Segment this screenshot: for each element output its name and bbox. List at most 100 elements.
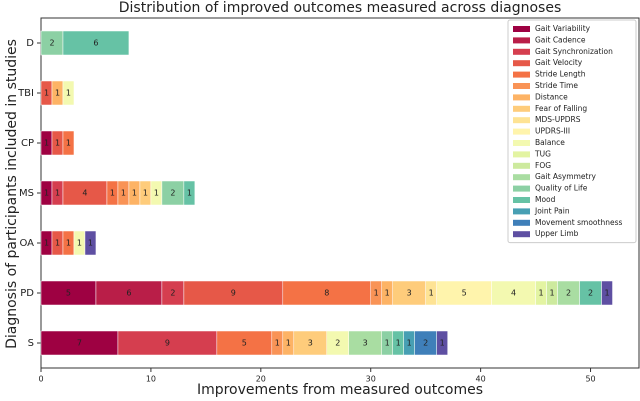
bar-value-label: 1: [44, 89, 49, 98]
bar-segment: [392, 280, 426, 306]
bar-value-label: 2: [170, 189, 175, 198]
bar-value-label: 4: [511, 289, 516, 298]
bar-value-label: 1: [286, 339, 291, 348]
bar-value-label: 2: [49, 39, 54, 48]
legend-label: TUG: [534, 149, 551, 158]
y-tick-label: D: [26, 38, 34, 49]
bar-segment: [601, 280, 613, 306]
legend-swatch: [513, 117, 530, 124]
legend-swatch: [513, 197, 530, 203]
bar-value-label: 9: [165, 339, 170, 348]
legend-label: Gait Variability: [535, 24, 591, 33]
bar-value-label: 1: [55, 189, 60, 198]
legend-label: UPDRS-III: [535, 127, 570, 136]
bar-value-label: 1: [374, 289, 379, 298]
legend-swatch: [513, 151, 530, 158]
bar-value-label: 1: [44, 239, 49, 248]
bar-segment: [348, 330, 382, 356]
bar-value-label: 1: [44, 189, 49, 198]
bar-value-label: 1: [88, 239, 93, 248]
bar-value-label: 1: [429, 289, 434, 298]
legend-swatch: [513, 83, 530, 89]
bar-value-label: 1: [275, 339, 280, 348]
bar-value-label: 2: [335, 339, 340, 348]
legend-swatch: [513, 71, 530, 78]
chart-title: Distribution of improved outcomes measur…: [119, 0, 562, 16]
bar-value-label: 5: [242, 339, 247, 348]
bar-segment: [62, 130, 75, 156]
bar-segment: [282, 280, 371, 306]
y-tick-label: PD: [20, 288, 34, 299]
bar-value-label: 1: [385, 289, 390, 298]
bar-segment: [40, 280, 97, 306]
legend-label: Mood: [535, 195, 556, 204]
legend-label: Stride Time: [535, 81, 578, 90]
legend-swatch: [513, 26, 530, 32]
bar-value-label: 1: [396, 339, 401, 348]
y-tick-label: OA: [19, 238, 34, 249]
legend-label: Stride Length: [535, 70, 586, 79]
bar-value-label: 1: [604, 289, 609, 298]
x-tick-label: 30: [366, 375, 376, 384]
legend-label: FOG: [535, 161, 551, 170]
bar-value-label: 8: [324, 289, 329, 298]
bar-value-label: 2: [170, 289, 175, 298]
bar-segment: [183, 180, 196, 206]
bar-value-label: 1: [66, 239, 71, 248]
x-tick-label: 0: [38, 375, 43, 384]
legend-swatch: [513, 231, 530, 238]
bar-value-label: 1: [110, 189, 115, 198]
bar-value-label: 1: [77, 239, 82, 248]
legend-label: Movement smoothness: [535, 218, 622, 227]
legend-label: Gait Synchronization: [535, 47, 613, 56]
x-tick-label: 50: [585, 375, 595, 384]
y-tick-label: S: [28, 338, 34, 349]
bar-value-label: 1: [539, 289, 544, 298]
legend-swatch: [513, 140, 530, 146]
legend-swatch: [513, 219, 530, 226]
bar-segment: [62, 30, 130, 56]
legend-swatch: [513, 208, 530, 215]
y-tick-label: CP: [21, 138, 34, 149]
bar-segment: [216, 330, 273, 356]
legend-swatch: [513, 48, 530, 55]
bar-segment: [84, 230, 97, 256]
bar-value-label: 1: [187, 189, 192, 198]
bar-segment: [436, 280, 492, 306]
bar-value-label: 2: [588, 289, 593, 298]
bar-segment: [491, 280, 536, 306]
bar-value-label: 1: [121, 189, 126, 198]
legend-box: [507, 19, 637, 244]
x-tick-label: 20: [256, 375, 266, 384]
bar-segment: [62, 80, 75, 106]
bar-segment: [117, 330, 218, 356]
bar-value-label: 5: [462, 289, 467, 298]
legend-label: Balance: [535, 138, 565, 147]
bar-value-label: 1: [407, 339, 412, 348]
x-tick-label: 40: [476, 375, 486, 384]
legend-label: Joint Pain: [534, 206, 570, 215]
legend-swatch: [513, 94, 530, 101]
legend: Gait Variability Gait Cadence Gait Synchro…: [507, 19, 637, 244]
bar-value-label: 2: [566, 289, 571, 298]
bar-value-label: 9: [231, 289, 236, 298]
bar-value-label: 1: [55, 89, 60, 98]
legend-label: Gait Velocity: [535, 58, 583, 67]
x-tick-label: 10: [146, 375, 156, 384]
bar-value-label: 1: [550, 289, 555, 298]
bar-value-label: 1: [154, 189, 159, 198]
bar-value-label: 4: [82, 189, 87, 198]
legend-swatch: [513, 105, 530, 112]
bar-value-label: 3: [363, 339, 368, 348]
bar-value-label: 1: [66, 139, 71, 148]
y-tick-label: MS: [19, 188, 34, 199]
bar-value-label: 1: [55, 239, 60, 248]
legend-label: Gait Asymmetry: [535, 172, 597, 181]
legend-label: Fear of Falling: [535, 104, 587, 113]
bar-value-label: 5: [66, 289, 71, 298]
legend-swatch: [513, 128, 530, 135]
bar-segment: [62, 180, 108, 206]
bar-value-label: 7: [77, 339, 82, 348]
legend-swatch: [513, 37, 530, 44]
legend-label: MDS-UPDRS: [535, 115, 581, 124]
